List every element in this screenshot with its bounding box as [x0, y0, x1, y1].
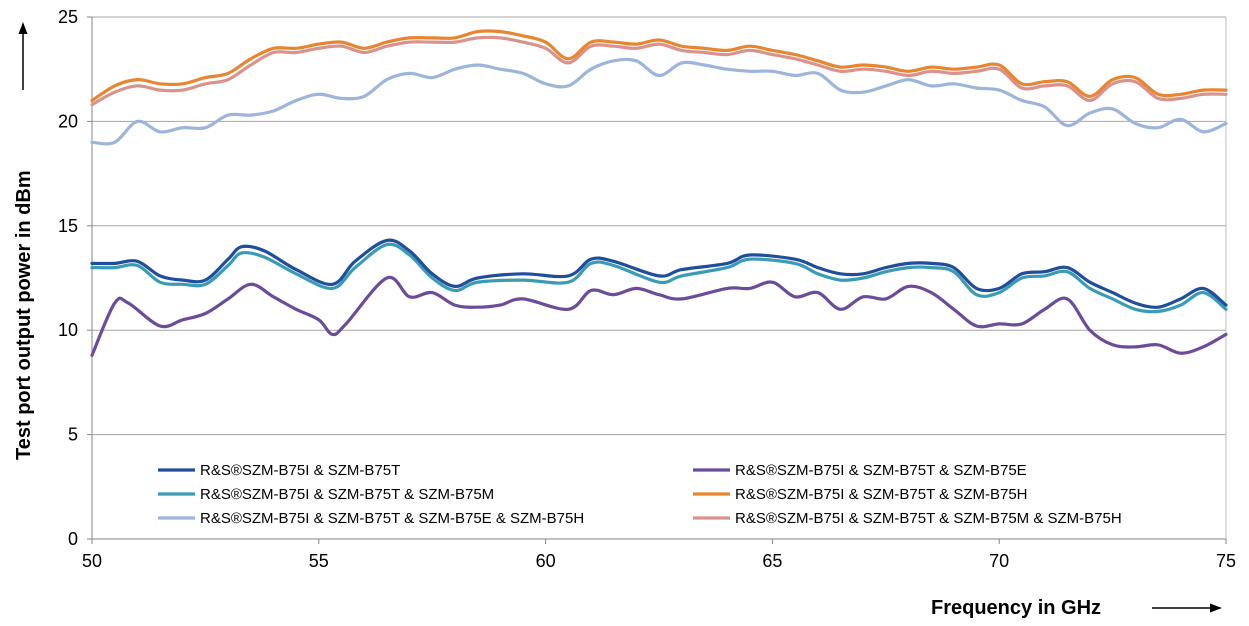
- y-tick-label-25: 25: [58, 7, 78, 27]
- legend-label-6: R&S®SZM-B75I & SZM-B75T & SZM-B75M & SZM…: [735, 510, 1122, 527]
- y-axis-arrow: [18, 22, 28, 90]
- series-line-5: [90, 57, 1228, 146]
- series-line-3: [90, 242, 1228, 314]
- x-tick-label-50: 50: [82, 551, 102, 571]
- x-tick-labels: 50 55 60 65 70 75: [82, 539, 1236, 571]
- y-tick-labels: 0 5 10 15 20 25: [58, 7, 92, 549]
- legend-label-5: R&S®SZM-B75I & SZM-B75T & SZM-B75E & SZM…: [200, 510, 584, 527]
- gridlines: [92, 16, 1226, 436]
- series-line-2: [90, 275, 1228, 357]
- x-tick-label-70: 70: [989, 551, 1009, 571]
- plot-area: [91, 17, 1227, 540]
- series-group: [90, 29, 1228, 357]
- y-tick-label-0: 0: [68, 529, 78, 549]
- x-tick-label-75: 75: [1216, 551, 1236, 571]
- series-line-4: [90, 29, 1228, 103]
- x-tick-label-65: 65: [762, 551, 782, 571]
- x-tick-label-55: 55: [309, 551, 329, 571]
- legend-label-3: R&S®SZM-B75I & SZM-B75T & SZM-B75M: [200, 486, 494, 503]
- y-tick-label-20: 20: [58, 111, 78, 131]
- y-tick-label-10: 10: [58, 320, 78, 340]
- y-axis-label: Test port output power in dBm: [13, 170, 35, 460]
- legend-label-4: R&S®SZM-B75I & SZM-B75T & SZM-B75H: [735, 486, 1028, 503]
- legend: R&S®SZM-B75I & SZM-B75T R&S®SZM-B75I & SZ…: [158, 462, 1122, 527]
- legend-label-2: R&S®SZM-B75I & SZM-B75T & SZM-B75E: [735, 462, 1027, 479]
- legend-label-1: R&S®SZM-B75I & SZM-B75T: [200, 462, 400, 479]
- y-tick-label-5: 5: [68, 425, 78, 445]
- y-tick-label-15: 15: [58, 216, 78, 236]
- x-tick-label-60: 60: [536, 551, 556, 571]
- x-axis-label: Frequency in GHz: [931, 597, 1101, 619]
- x-axis-arrow: [1152, 603, 1222, 613]
- series-line-6: [90, 35, 1228, 107]
- series-line-1: [90, 238, 1228, 309]
